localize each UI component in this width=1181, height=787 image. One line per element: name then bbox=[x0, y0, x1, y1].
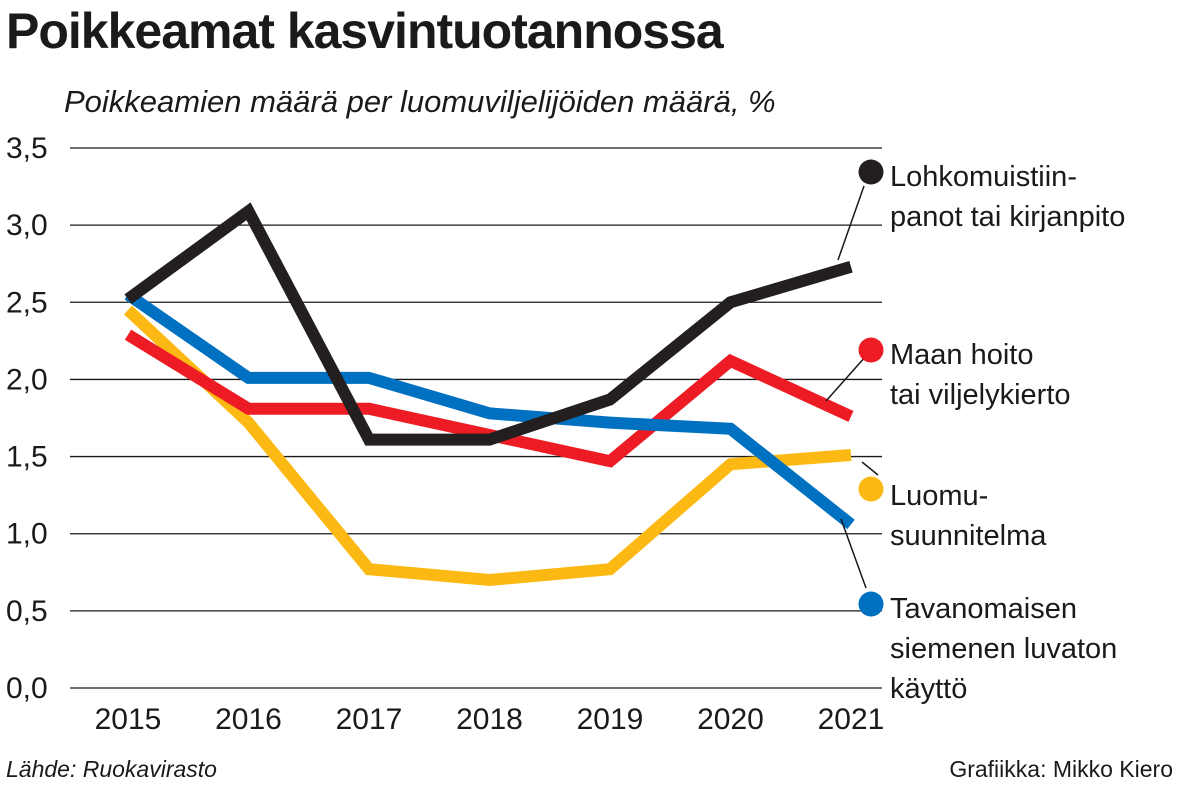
legend-label: Tavanomaisen bbox=[890, 593, 1077, 625]
data-point bbox=[489, 439, 491, 441]
legend-leader-line bbox=[840, 518, 867, 589]
graphics-credit: Grafiikka: Mikko Kiero bbox=[949, 756, 1173, 782]
legend-label: käyttö bbox=[890, 673, 967, 705]
legend-label: suunnitelma bbox=[890, 520, 1047, 552]
data-point bbox=[368, 568, 370, 570]
x-tick-label: 2016 bbox=[215, 703, 282, 736]
data-point bbox=[850, 523, 852, 525]
data-point bbox=[730, 463, 732, 465]
data-point bbox=[489, 579, 491, 581]
data-point bbox=[489, 412, 491, 414]
x-tick-label: 2020 bbox=[697, 703, 764, 736]
data-point bbox=[127, 334, 129, 336]
data-point bbox=[850, 415, 852, 417]
data-point bbox=[609, 460, 611, 462]
data-point bbox=[368, 377, 370, 379]
x-tick-label: 2019 bbox=[577, 703, 644, 736]
data-point bbox=[609, 422, 611, 424]
legend-label: panot tai kirjanpito bbox=[890, 201, 1125, 233]
y-tick-label: 1,0 bbox=[6, 518, 48, 551]
data-point bbox=[609, 568, 611, 570]
legend-dot bbox=[858, 159, 884, 185]
data-point bbox=[609, 398, 611, 400]
data-point bbox=[368, 439, 370, 441]
data-point bbox=[730, 428, 732, 430]
chart-title: Poikkeamat kasvintuotannossa bbox=[6, 3, 724, 59]
data-point bbox=[850, 454, 852, 456]
legend-leader-line bbox=[837, 185, 865, 261]
x-tick-label: 2021 bbox=[818, 703, 885, 736]
legend-dot bbox=[858, 337, 884, 363]
legend-label: Maan hoito bbox=[890, 339, 1034, 371]
y-tick-label: 2,5 bbox=[6, 286, 48, 319]
y-tick-label: 0,0 bbox=[6, 672, 48, 705]
chart-subtitle: Poikkeamien määrä per luomuviljelijöiden… bbox=[64, 84, 776, 119]
data-point bbox=[248, 422, 250, 424]
legend-label: tai viljelykierto bbox=[890, 379, 1071, 411]
data-point bbox=[368, 408, 370, 410]
y-tick-label: 0,5 bbox=[6, 595, 48, 628]
y-tick-label: 3,0 bbox=[6, 209, 48, 242]
legend-leader-line bbox=[861, 461, 879, 476]
series-line-0 bbox=[123, 305, 852, 587]
y-tick-label: 1,5 bbox=[6, 441, 48, 474]
legend-dot bbox=[858, 476, 884, 502]
data-point bbox=[730, 301, 732, 303]
data-point bbox=[248, 408, 250, 410]
series-line-2 bbox=[124, 289, 855, 530]
data-point bbox=[248, 377, 250, 379]
legend-label: Lohkomuistiin- bbox=[890, 161, 1077, 193]
data-point bbox=[127, 309, 129, 311]
legend-label: siemenen luvaton bbox=[890, 633, 1117, 665]
legend-label: Luomu- bbox=[890, 480, 988, 512]
data-point bbox=[850, 266, 852, 268]
x-tick-label: 2017 bbox=[336, 703, 403, 736]
data-point bbox=[730, 360, 732, 362]
data-point bbox=[127, 298, 129, 300]
x-tick-label: 2018 bbox=[456, 703, 523, 736]
y-tick-label: 2,0 bbox=[6, 363, 48, 396]
x-tick-label: 2015 bbox=[95, 703, 162, 736]
source-note: Lähde: Ruokavirasto bbox=[6, 756, 217, 782]
legend-dot bbox=[858, 591, 884, 617]
data-point bbox=[248, 210, 250, 212]
y-tick-label: 3,5 bbox=[6, 132, 48, 165]
series-line-3 bbox=[124, 202, 853, 446]
legend-leader-line bbox=[825, 355, 867, 402]
